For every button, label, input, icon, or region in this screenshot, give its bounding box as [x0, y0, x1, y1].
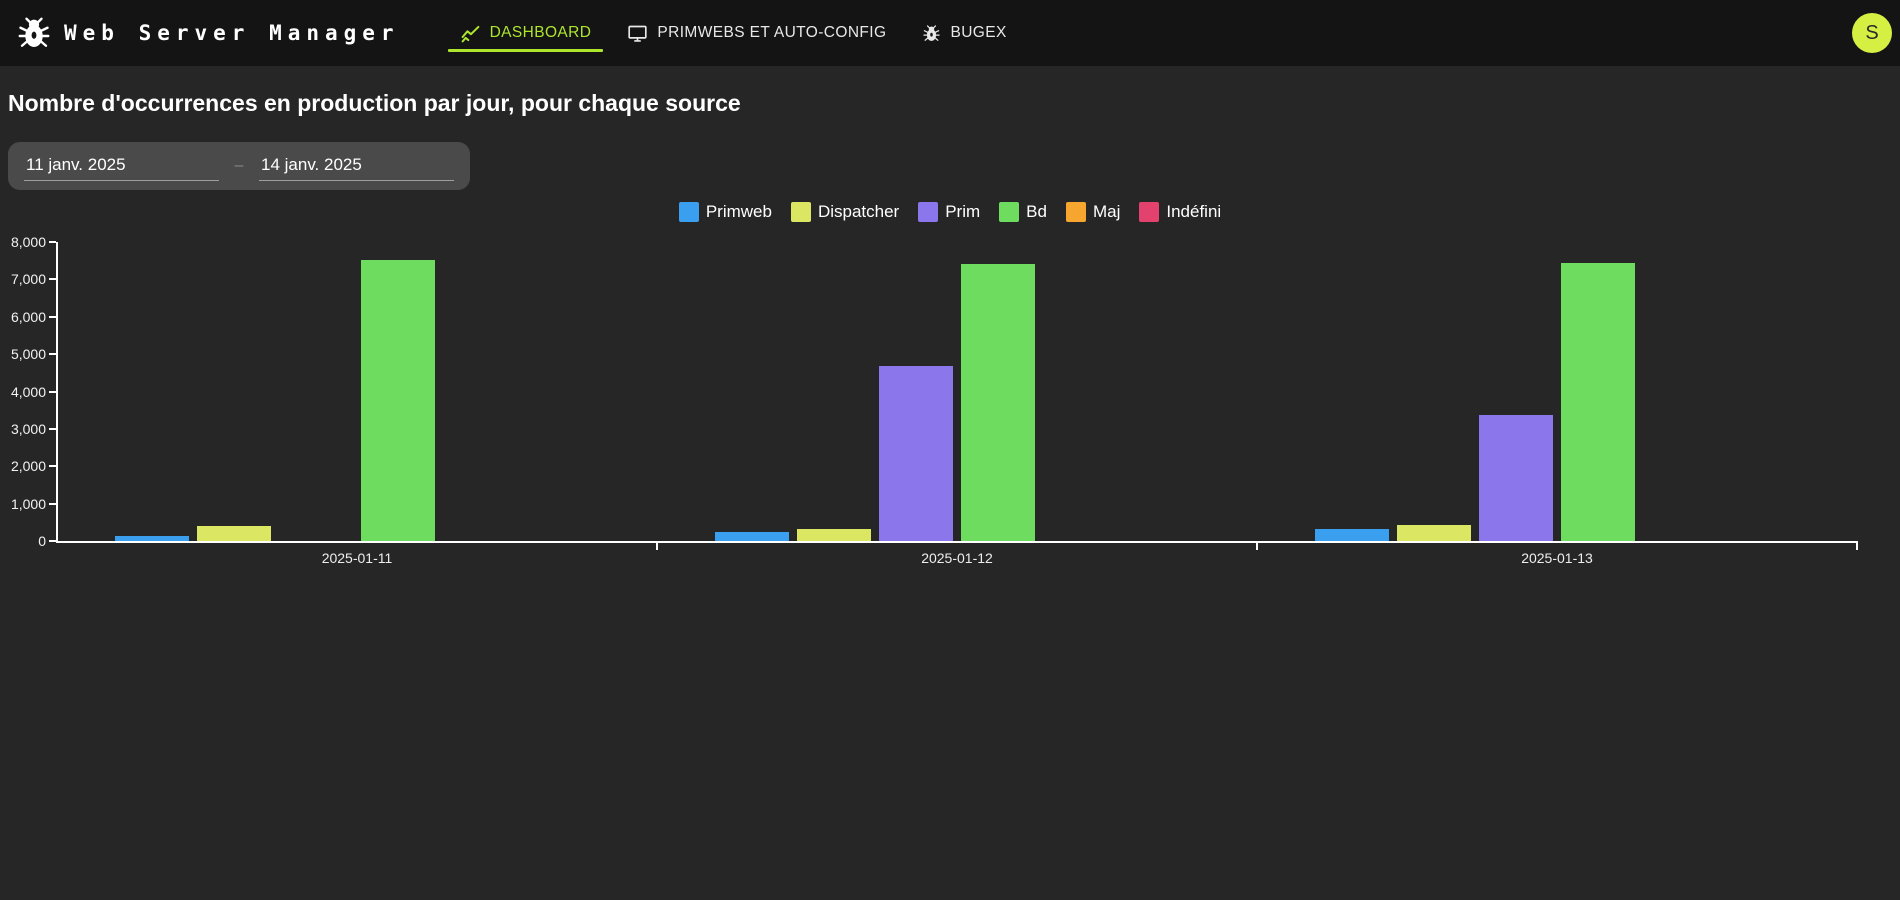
tab-dashboard[interactable]: DASHBOARD: [442, 0, 610, 66]
legend-label: Bd: [1026, 202, 1047, 221]
legend-swatch: [790, 202, 811, 222]
legend-label: Dispatcher: [817, 202, 900, 221]
y-axis-tick: [49, 241, 56, 243]
line-chart-icon: [461, 25, 479, 42]
legend-swatch: [678, 202, 699, 222]
chart-bar-bd-2025-01-13[interactable]: [1561, 262, 1635, 541]
y-axis-tick: [49, 502, 56, 505]
chart-bar-bd-2025-01-12[interactable]: [961, 263, 1035, 541]
start-date-input[interactable]: [24, 151, 219, 181]
legend-swatch: [1139, 202, 1160, 222]
bug-logo-icon: [18, 17, 50, 47]
chart-bar-prim-2025-01-13[interactable]: [1479, 415, 1553, 541]
y-axis-label: 4,000: [10, 383, 46, 400]
legend-label: Primweb: [705, 202, 772, 221]
y-axis-tick: [49, 353, 56, 356]
chart-bar-primweb-2025-01-11[interactable]: [115, 535, 189, 541]
chart-bar-dispatcher-2025-01-12[interactable]: [797, 528, 871, 541]
date-range-picker: –: [8, 142, 470, 190]
x-axis-label: 2025-01-11: [321, 550, 393, 566]
end-date-input[interactable]: [259, 151, 454, 181]
y-axis-label: 5,000: [10, 346, 46, 363]
chart-bar-dispatcher-2025-01-13[interactable]: [1397, 525, 1471, 541]
chart-bar-dispatcher-2025-01-11[interactable]: [197, 525, 271, 541]
legend-item-prim[interactable]: Prim: [918, 202, 980, 222]
bug-icon: [923, 24, 941, 41]
x-axis-tick: [1856, 543, 1858, 550]
legend-item-dispatcher[interactable]: Dispatcher: [790, 202, 900, 222]
x-axis-tick: [656, 543, 658, 550]
y-axis-label: 0: [38, 533, 46, 549]
page-title: Nombre d'occurrences en production par j…: [8, 90, 741, 116]
legend-swatch: [918, 202, 939, 222]
x-axis-label: 2025-01-13: [1521, 550, 1593, 566]
tab-bugex-label: BUGEX: [950, 24, 1007, 41]
legend-item-bd[interactable]: Bd: [999, 202, 1047, 222]
chart-bar-prim-2025-01-12[interactable]: [879, 365, 953, 541]
tab-primwebs-label: PRIMWEBS ET AUTO-CONFIG: [657, 24, 887, 41]
legend-label: Prim: [945, 202, 981, 221]
brand: Web Server Manager: [16, 15, 400, 51]
y-axis-label: 3,000: [10, 420, 46, 437]
y-axis-tick: [49, 278, 56, 281]
legend-item-indéfini[interactable]: Indéfini: [1139, 202, 1221, 222]
chart-bar-bd-2025-01-11[interactable]: [361, 260, 435, 541]
legend-label: Maj: [1092, 202, 1121, 221]
top-nav-bar: Web Server Manager DASHBOARD PRIMWEBS ET…: [0, 0, 1900, 66]
monitor-icon: [628, 25, 648, 42]
user-avatar[interactable]: S: [1852, 13, 1892, 53]
x-axis-tick: [1256, 543, 1258, 550]
y-axis-label: 6,000: [10, 308, 46, 325]
y-axis-tick: [49, 427, 56, 430]
chart-bar-primweb-2025-01-12[interactable]: [715, 532, 789, 541]
legend-swatch: [999, 202, 1020, 222]
x-axis-line: [56, 541, 1858, 543]
y-axis-label: 7,000: [10, 271, 46, 288]
y-axis-tick: [49, 315, 56, 318]
y-axis-label: 2,000: [10, 458, 46, 475]
chart-legend: Primweb Dispatcher Prim Bd Maj Indéfini: [0, 202, 1900, 222]
tab-dashboard-label: DASHBOARD: [489, 24, 592, 41]
app-title: Web Server Manager: [64, 21, 400, 45]
tab-primwebs-auto-config[interactable]: PRIMWEBS ET AUTO-CONFIG: [609, 0, 904, 66]
nav-tabs: DASHBOARD PRIMWEBS ET AUTO-CONFIG BUGEX: [442, 0, 1025, 66]
x-axis-label: 2025-01-12: [921, 550, 993, 566]
legend-item-maj[interactable]: Maj: [1065, 202, 1121, 222]
legend-label: Indéfini: [1166, 202, 1222, 221]
legend-item-primweb[interactable]: Primweb: [678, 202, 772, 222]
date-range-separator: –: [234, 157, 244, 174]
legend-swatch: [1065, 202, 1086, 222]
y-axis-label: 8,000: [10, 234, 46, 250]
y-axis-tick: [49, 390, 56, 393]
y-axis-tick: [49, 540, 56, 542]
tab-bugex[interactable]: BUGEX: [904, 0, 1024, 66]
y-axis-line: [56, 242, 58, 543]
y-axis-label: 1,000: [10, 495, 46, 512]
y-axis-tick: [49, 465, 56, 468]
chart-bar-primweb-2025-01-13[interactable]: [1315, 528, 1389, 541]
active-tab-indicator: [447, 49, 604, 52]
